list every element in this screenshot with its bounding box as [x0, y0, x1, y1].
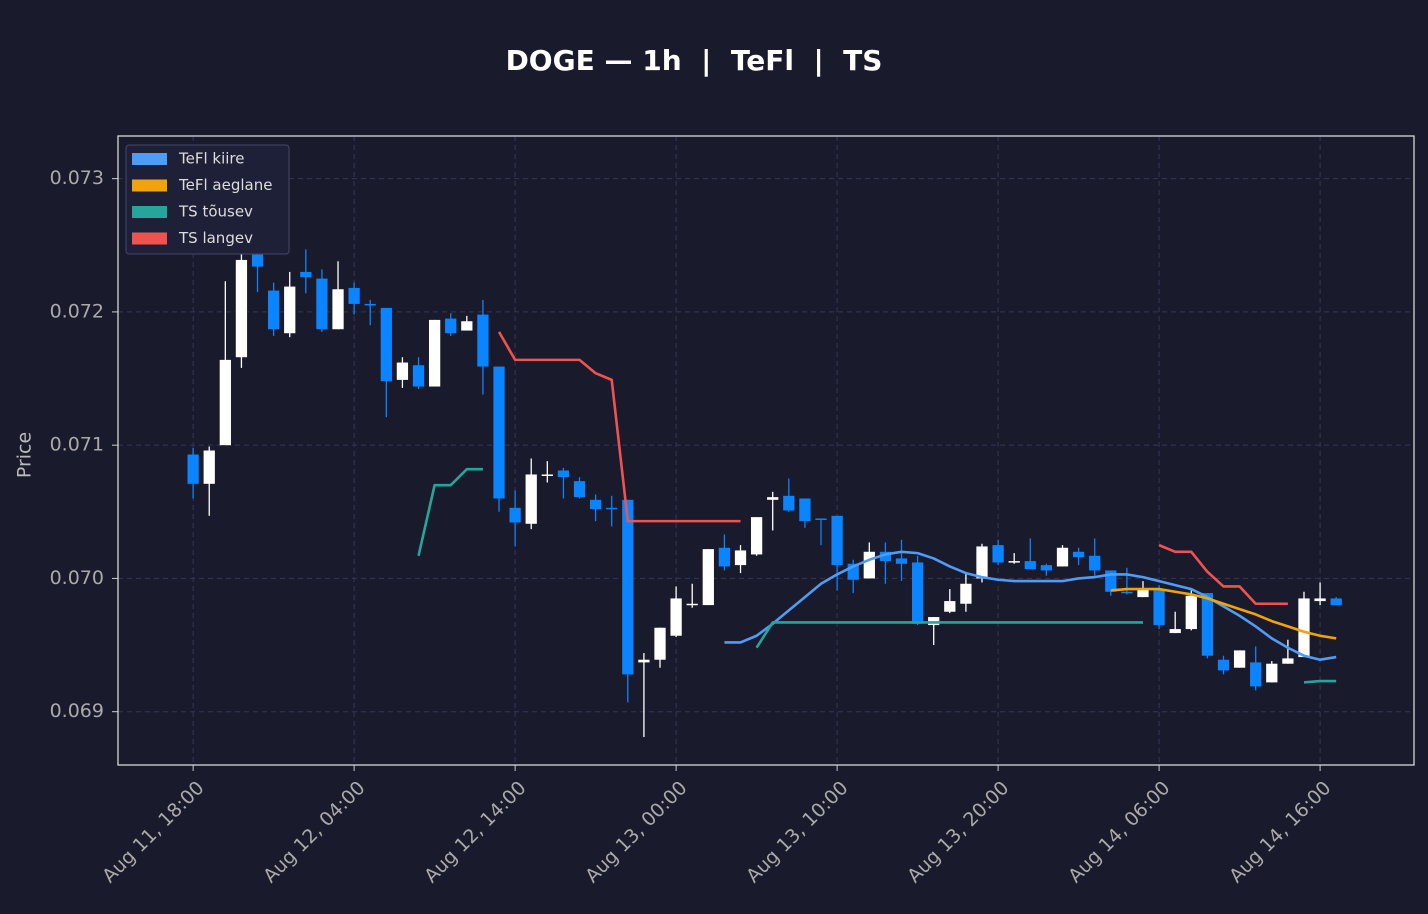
candle-body	[1217, 659, 1230, 671]
candle-body	[960, 583, 972, 604]
candle-body	[1121, 591, 1133, 594]
candle-body	[1040, 565, 1053, 571]
indicator-line	[497, 331, 741, 523]
indicator-line	[1158, 543, 1288, 606]
candle-body	[428, 319, 441, 387]
candle-body	[493, 366, 505, 499]
legend-label: TS langev	[178, 229, 253, 247]
candle-body	[203, 450, 215, 484]
candle-body	[251, 254, 264, 267]
y-axis-label: Price	[14, 432, 36, 478]
indicator-line	[1303, 679, 1337, 684]
indicator-line	[1110, 587, 1337, 640]
candle-body	[783, 495, 795, 511]
legend-box	[125, 144, 290, 255]
legend-swatch	[132, 206, 167, 218]
legend-swatch	[132, 179, 167, 192]
candle-body	[702, 549, 714, 606]
legend-label: TS tõusev	[178, 203, 253, 221]
legend-label: TeFl aeglane	[178, 176, 272, 194]
y-tick-label: 0.070	[50, 567, 104, 589]
legend-label: TeFl kiire	[178, 150, 245, 168]
candle-body	[1089, 555, 1101, 571]
candle-body	[847, 563, 859, 580]
candle-body	[445, 318, 457, 334]
candle-body	[477, 314, 489, 367]
candle-body	[976, 546, 988, 579]
candle-body	[1298, 598, 1310, 658]
candle-body	[1024, 561, 1036, 570]
candle-body	[316, 278, 328, 330]
candle-body	[541, 474, 553, 476]
candle-body	[509, 507, 521, 523]
candle-body	[235, 259, 248, 358]
candle-body	[1185, 595, 1197, 630]
candle-body	[622, 499, 634, 675]
candle-body	[300, 271, 312, 278]
candle-body	[332, 289, 344, 330]
candle-body	[348, 287, 360, 304]
candle-body	[1266, 663, 1278, 683]
candle-body	[654, 627, 666, 660]
candle-body	[895, 558, 908, 564]
y-tick-label: 0.069	[50, 700, 104, 722]
candle-body	[1282, 658, 1294, 664]
y-tick-label: 0.071	[50, 434, 104, 456]
candle-body	[284, 286, 296, 334]
candle-body	[1072, 551, 1085, 558]
candle-body	[589, 499, 602, 510]
candle-body	[606, 507, 618, 510]
plot-frame	[117, 135, 1415, 766]
candle-body	[1330, 598, 1342, 606]
candle-body	[992, 545, 1004, 563]
candle-body	[863, 551, 875, 579]
indicator-line	[417, 467, 483, 557]
candle-body	[1008, 561, 1020, 563]
candle-body	[879, 551, 892, 562]
candle-body	[815, 518, 827, 520]
candle-body	[1169, 629, 1181, 634]
candle-body	[525, 474, 537, 524]
candle-body	[573, 481, 586, 498]
candle-body	[928, 617, 940, 626]
candle-body	[1314, 598, 1326, 602]
candle-body	[911, 562, 924, 624]
candle-body	[1105, 570, 1117, 592]
candle-body	[1250, 662, 1262, 687]
candle-body	[670, 598, 682, 636]
candle-body	[718, 547, 731, 567]
candle-body	[831, 515, 843, 566]
candle-body	[187, 454, 199, 484]
candle-body	[396, 362, 409, 380]
candle-body	[364, 303, 376, 306]
candle-body	[267, 290, 280, 330]
candle-body	[767, 497, 779, 500]
candle-body	[750, 517, 763, 555]
candle-body	[461, 321, 473, 331]
candle-body	[1153, 590, 1165, 626]
candle-body	[219, 359, 231, 446]
candle-body	[1201, 593, 1214, 656]
y-tick-label: 0.072	[50, 300, 104, 322]
candle-body	[1056, 547, 1069, 567]
legend-swatch	[132, 232, 167, 245]
candle-body	[734, 550, 747, 566]
candle-body	[1137, 589, 1149, 598]
candle-body	[1233, 650, 1246, 668]
candle-body	[412, 365, 425, 387]
candle-body	[638, 659, 650, 663]
candle-body	[686, 603, 698, 606]
legend-swatch	[132, 153, 167, 165]
chart-title: DOGE — 1h | TeFl | TS	[506, 44, 883, 77]
candle-body	[557, 470, 570, 478]
candle-body	[944, 601, 956, 612]
y-tick-label: 0.073	[50, 167, 104, 189]
indicator-line	[724, 550, 1337, 662]
indicator-line	[755, 621, 1143, 649]
candle-body	[799, 498, 811, 522]
candle-body	[380, 307, 392, 382]
